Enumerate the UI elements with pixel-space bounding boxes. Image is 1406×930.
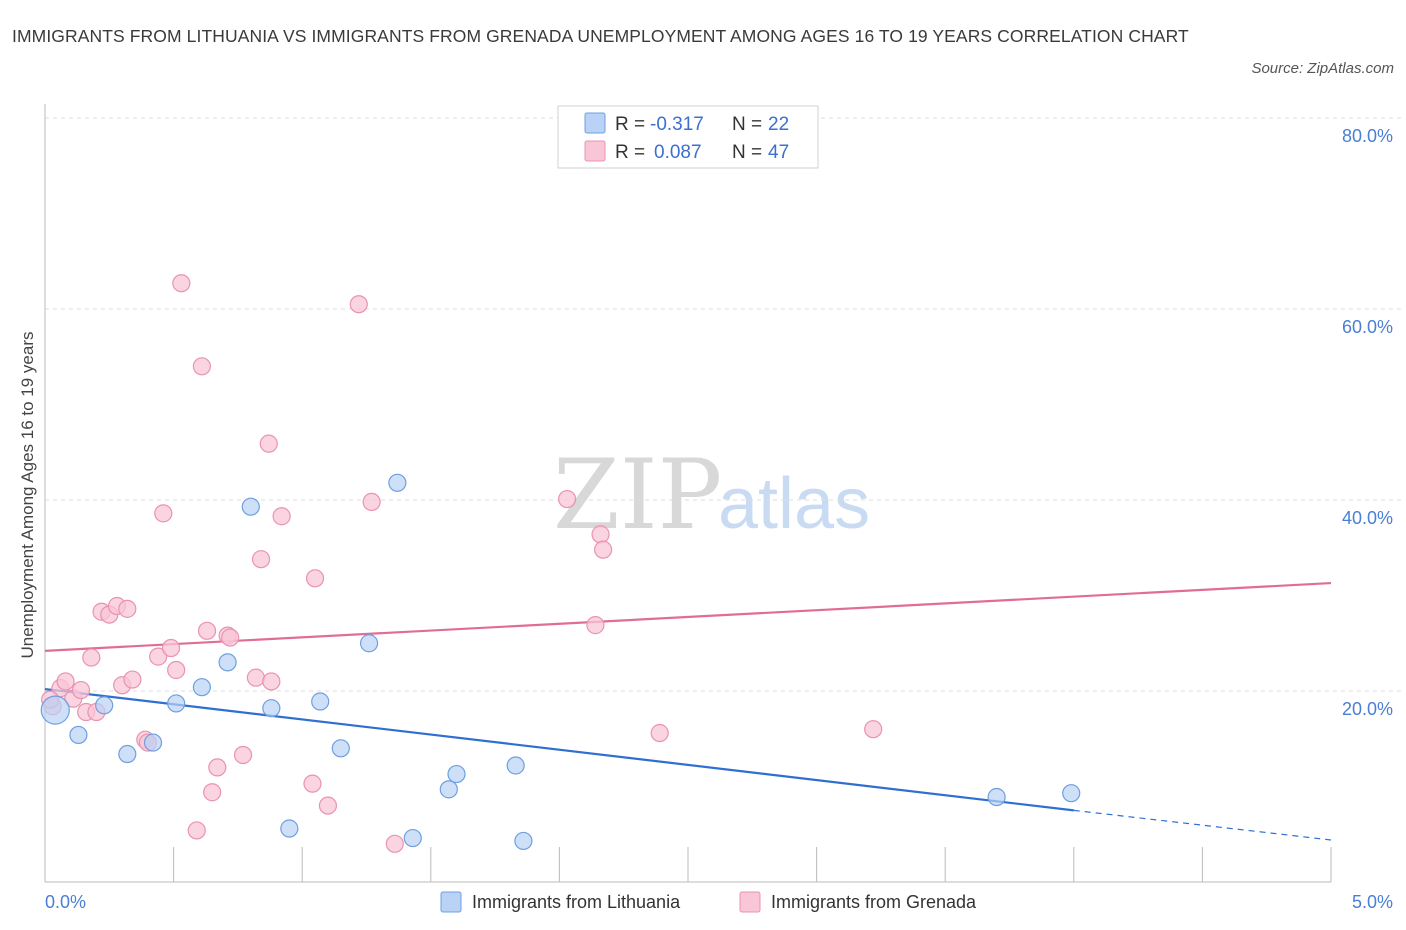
point-grenada-2 xyxy=(56,672,75,691)
y-tick-labels: 20.0% 40.0% 60.0% 80.0% xyxy=(1342,126,1393,719)
chart-title: IMMIGRANTS FROM LITHUANIA VS IMMIGRANTS … xyxy=(12,26,1189,46)
legend-swatch-lithuania xyxy=(584,112,606,134)
point-grenada-27 xyxy=(221,628,240,647)
watermark-atlas: atlas xyxy=(718,464,870,544)
point-grenada-38 xyxy=(362,492,381,512)
legend-n-label-1: N = xyxy=(732,114,762,135)
y-axis-label: Unemployment Among Ages 16 to 19 years xyxy=(18,332,37,659)
bottom-legend-label-grenada: Immigrants from Grenada xyxy=(771,892,977,912)
point-grenada-29 xyxy=(246,668,266,687)
point-lithuania-10 xyxy=(280,819,299,838)
point-grenada-35 xyxy=(305,569,325,588)
legend-n-value-1: 22 xyxy=(768,114,789,135)
series-legend: Immigrants from Lithuania Immigrants fro… xyxy=(440,891,977,913)
axes xyxy=(44,104,1332,883)
point-grenada-25 xyxy=(208,758,227,777)
trend-lines xyxy=(44,581,1332,841)
y-tick-label-40: 40.0% xyxy=(1342,508,1393,528)
legend-n-value-2: 47 xyxy=(768,142,789,163)
data-points xyxy=(40,274,1081,853)
point-lithuania-19 xyxy=(514,831,533,851)
point-lithuania-8 xyxy=(241,497,260,516)
point-grenada-28 xyxy=(233,745,253,765)
trend-line-grenada xyxy=(44,581,1332,652)
legend-swatch-grenada xyxy=(584,140,606,162)
watermark-zip: ZIP xyxy=(553,439,722,551)
point-lithuania-20 xyxy=(987,787,1006,807)
point-grenada-33 xyxy=(272,507,291,526)
point-lithuania-16 xyxy=(439,780,458,799)
x-tick-max: 5.0% xyxy=(1352,892,1393,912)
trend-line-lithuania-extrapolated xyxy=(1073,809,1332,841)
point-lithuania-6 xyxy=(192,678,211,697)
point-grenada-32 xyxy=(262,672,281,691)
legend-r-label-2: R = xyxy=(615,142,645,163)
point-lithuania-13 xyxy=(359,634,379,653)
point-grenada-16 xyxy=(149,647,168,666)
point-grenada-12 xyxy=(118,599,137,618)
x-tick-min: 0.0% xyxy=(45,892,86,912)
stats-legend: R = -0.317 N = 22 R = 0.087 N = 47 xyxy=(557,105,819,169)
point-lithuania-12 xyxy=(331,739,350,758)
point-grenada-23 xyxy=(197,621,217,640)
point-grenada-4 xyxy=(71,680,91,700)
point-grenada-44 xyxy=(650,723,669,743)
grid-lines xyxy=(45,117,1401,692)
point-grenada-17 xyxy=(154,504,173,523)
point-grenada-34 xyxy=(303,774,322,793)
legend-r-value-2: 0.087 xyxy=(654,142,702,163)
point-lithuania-3 xyxy=(118,744,137,764)
point-grenada-20 xyxy=(172,274,191,293)
point-lithuania-2 xyxy=(95,696,114,715)
point-grenada-13 xyxy=(123,670,142,689)
point-lithuania-14 xyxy=(388,473,407,492)
point-lithuania-4 xyxy=(143,733,163,752)
point-grenada-30 xyxy=(251,550,271,569)
y-tick-label-20: 20.0% xyxy=(1342,699,1393,719)
point-grenada-45 xyxy=(864,720,883,739)
source-label: Source: ZipAtlas.com xyxy=(1251,60,1394,77)
point-grenada-41 xyxy=(586,616,605,635)
point-lithuania-5 xyxy=(167,694,186,713)
point-grenada-31 xyxy=(259,434,278,453)
point-lithuania-11 xyxy=(311,692,330,711)
point-lithuania-1 xyxy=(69,725,88,745)
point-grenada-22 xyxy=(192,357,211,376)
legend-r-value-1: -0.317 xyxy=(650,114,704,135)
point-grenada-18 xyxy=(161,638,181,658)
point-grenada-39 xyxy=(385,834,404,853)
point-lithuania-9 xyxy=(262,699,281,718)
point-lithuania-17 xyxy=(447,764,466,784)
point-lithuania-21 xyxy=(1062,784,1081,803)
y-tick-label-60: 60.0% xyxy=(1342,317,1393,337)
point-grenada-37 xyxy=(349,295,368,314)
point-grenada-43 xyxy=(594,540,613,559)
legend-n-label-2: N = xyxy=(732,142,762,163)
point-lithuania-18 xyxy=(506,756,525,775)
y-tick-label-80: 80.0% xyxy=(1342,126,1393,146)
bottom-legend-swatch-lithuania xyxy=(440,891,462,913)
point-grenada-36 xyxy=(318,796,338,815)
point-grenada-40 xyxy=(558,489,577,509)
bottom-legend-label-lithuania: Immigrants from Lithuania xyxy=(472,892,681,912)
point-grenada-19 xyxy=(167,660,186,680)
trend-line-lithuania xyxy=(44,687,1074,812)
point-grenada-42 xyxy=(591,525,610,544)
point-grenada-24 xyxy=(203,783,222,802)
point-lithuania-0 xyxy=(40,695,70,725)
point-lithuania-15 xyxy=(403,828,422,848)
legend-r-label-1: R = xyxy=(615,114,645,135)
point-grenada-21 xyxy=(187,821,206,840)
point-grenada-6 xyxy=(82,648,101,667)
point-lithuania-7 xyxy=(218,653,237,672)
bottom-legend-swatch-grenada xyxy=(739,891,761,913)
